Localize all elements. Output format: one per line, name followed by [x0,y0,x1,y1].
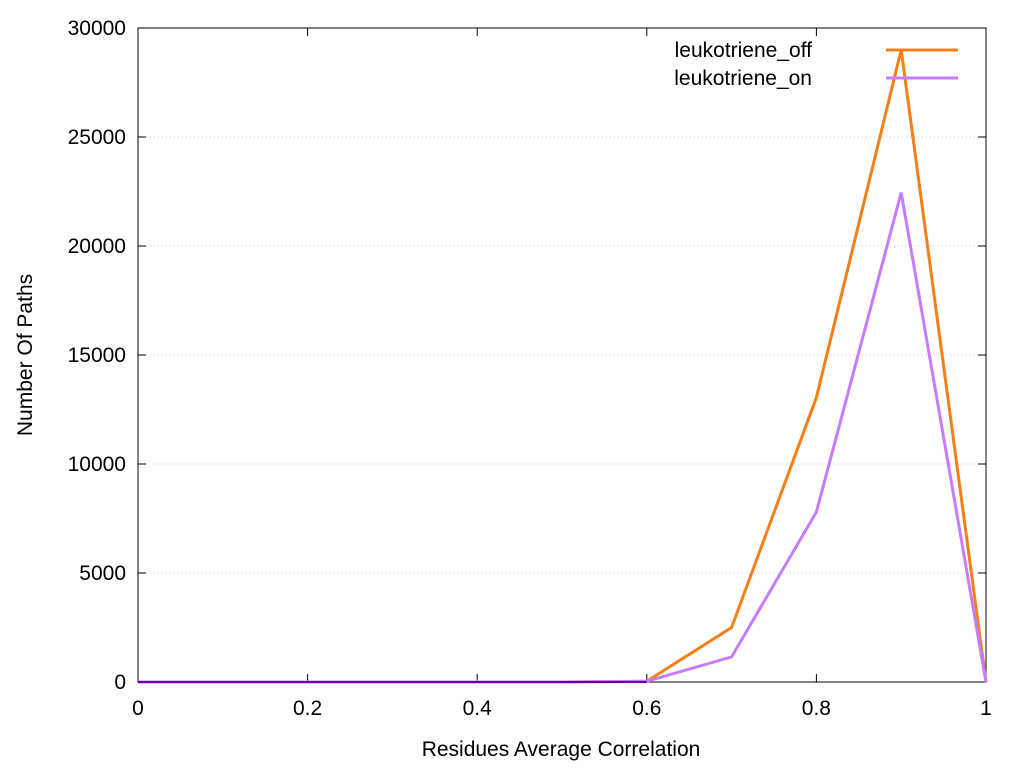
series-line-leukotriene-on [138,192,988,684]
x-tick-label-0: 0 [132,697,144,720]
series-line-leukotriene-off [138,49,988,684]
x-tick-label-3: 0.6 [632,697,661,720]
y-tick-label-0: 0 [114,671,126,694]
x-tick-label-5: 1 [980,697,992,720]
y-tick-label-6: 30000 [68,17,126,40]
legend: leukotriene_off leukotriene_on [674,39,958,90]
legend-label-leukotriene-on: leukotriene_on [674,67,812,90]
y-tick-label-1: 5000 [79,562,126,585]
y-tick-label-4: 20000 [68,235,126,258]
x-tick-label-4: 0.8 [802,697,831,720]
legend-label-leukotriene-off: leukotriene_off [675,39,813,62]
x-tick-label-1: 0.2 [293,697,322,720]
y-tick-label-5: 25000 [68,126,126,149]
series-lines [138,49,988,684]
y-axis-label: Number Of Paths [14,274,37,436]
x-tick-label-2: 0.4 [463,697,493,720]
y-tick-label-3: 15000 [68,344,126,367]
grid-lines [138,136,986,574]
ticks: 0 5000 10000 15000 20000 25000 30000 0 0.2 0.4 0.6… [68,17,992,720]
y-tick-label-2: 10000 [68,453,126,476]
x-axis-label: Residues Average Correlation [422,738,701,761]
